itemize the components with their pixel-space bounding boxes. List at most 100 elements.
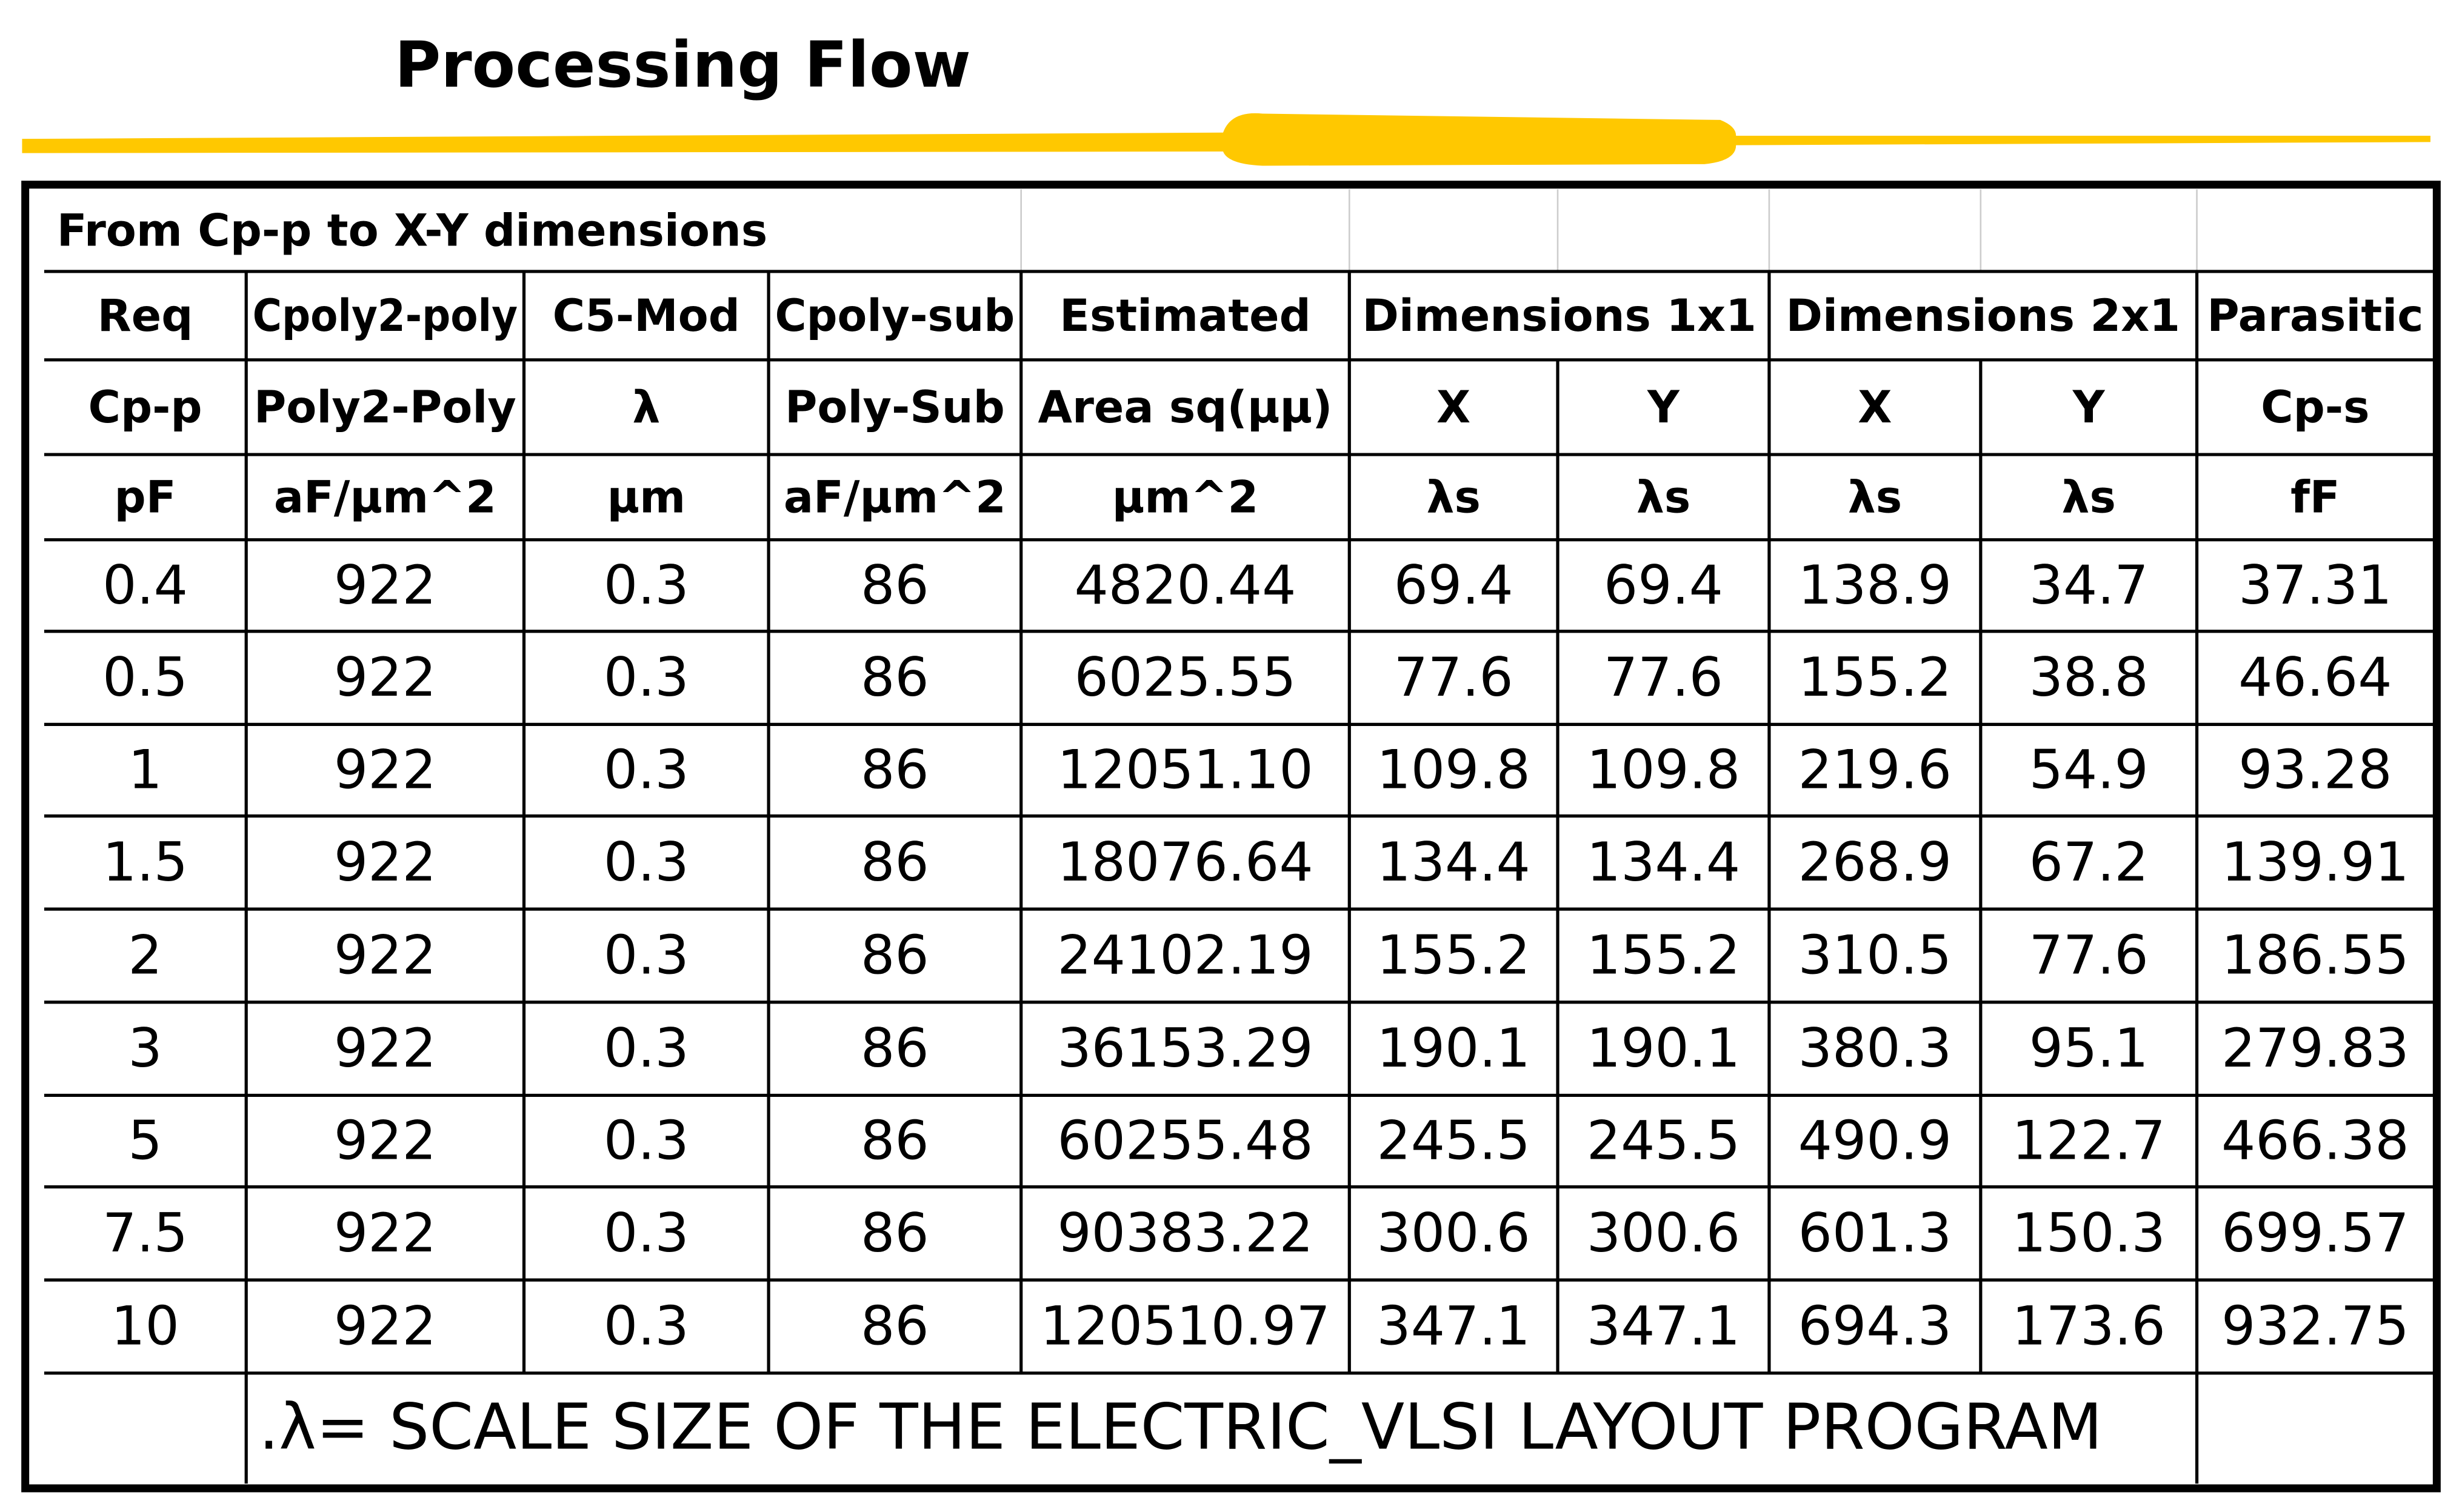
header-cell: aF/μm^2 [784, 472, 1006, 524]
header-cell: Cpoly2-poly [253, 290, 518, 342]
data-cell: 0.4 [102, 554, 188, 616]
data-cell: 86 [861, 924, 929, 987]
header-cell: Dimensions 2x1 [1786, 290, 2180, 342]
data-cell: 86 [861, 1017, 929, 1079]
data-cell: 0.3 [604, 831, 689, 893]
data-cell: 922 [334, 831, 436, 893]
page-title: Processing Flow [395, 28, 971, 102]
title-underline [22, 113, 2430, 166]
data-cell: 54.9 [2029, 739, 2149, 801]
header-cell: Dimensions 1x1 [1362, 290, 1756, 342]
data-cell: 4820.44 [1074, 554, 1296, 616]
data-cell: 173.6 [2012, 1295, 2166, 1357]
data-cell: 922 [334, 1017, 436, 1079]
data-cell: 38.8 [2029, 646, 2149, 708]
data-cell: 109.8 [1587, 739, 1740, 801]
data-cell: 139.91 [2221, 831, 2409, 893]
data-cell: 380.3 [1798, 1017, 1952, 1079]
data-cell: 347.1 [1587, 1295, 1740, 1357]
data-cell: 86 [861, 1295, 929, 1357]
data-cell: 922 [334, 1110, 436, 1172]
data-cell: 77.6 [2029, 924, 2149, 987]
table-frame [22, 181, 2440, 1492]
data-cell: 93.28 [2238, 739, 2392, 801]
data-cell: 150.3 [2012, 1202, 2166, 1264]
data-cell: 77.6 [1394, 646, 1513, 708]
data-cell: 134.4 [1376, 831, 1530, 893]
data-cell: 86 [861, 1202, 929, 1264]
table-border [21, 181, 2441, 1493]
header-cell: aF/μm^2 [274, 472, 496, 524]
header-cell: λ [632, 382, 660, 433]
data-cell: 7.5 [102, 1202, 188, 1264]
header-cell: Y [1647, 382, 1680, 433]
header-cell: Cp-p [88, 382, 202, 433]
data-cell: 300.6 [1587, 1202, 1740, 1264]
data-cell: 134.4 [1587, 831, 1740, 893]
header-cell: fF [2290, 472, 2340, 524]
data-cell: 46.64 [2238, 646, 2392, 708]
data-cell: 245.5 [1587, 1110, 1740, 1172]
data-cell: 347.1 [1376, 1295, 1530, 1357]
data-cell: 86 [861, 1110, 929, 1172]
header-cell: Cp-s [2261, 382, 2369, 433]
header-cell: λs [1848, 472, 1903, 524]
header-cell: μm [607, 472, 686, 524]
data-cell: 922 [334, 646, 436, 708]
header-cell: λs [1636, 472, 1691, 524]
header-cell: λs [2061, 472, 2116, 524]
data-cell: 922 [334, 1202, 436, 1264]
header-cell: Estimated [1059, 290, 1311, 342]
data-cell: 0.3 [604, 646, 689, 708]
data-cell: 279.83 [2221, 1017, 2409, 1079]
header-cell: pF [115, 472, 176, 524]
data-cell: 922 [334, 924, 436, 987]
data-cell: 109.8 [1376, 739, 1530, 801]
data-cell: 922 [334, 554, 436, 616]
data-cell: 5 [128, 1110, 162, 1172]
data-cell: 69.4 [1604, 554, 1723, 616]
data-cell: 37.31 [2238, 554, 2392, 616]
header-cell: Poly-Sub [785, 382, 1005, 433]
data-cell: 10 [111, 1295, 179, 1357]
data-cell: 120510.97 [1040, 1295, 1330, 1357]
data-cell: 0.3 [604, 1202, 689, 1264]
data-cell: 86 [861, 646, 929, 708]
data-cell: 694.3 [1798, 1295, 1952, 1357]
header-cell: μm^2 [1112, 472, 1258, 524]
data-cell: 77.6 [1604, 646, 1723, 708]
data-cell: 36153.29 [1057, 1017, 1313, 1079]
header-cell: X [1436, 382, 1470, 433]
table-caption: From Cp-p to X-Y dimensions [57, 205, 768, 256]
data-cell: 932.75 [2221, 1295, 2409, 1357]
data-cell: 138.9 [1798, 554, 1952, 616]
footnote: .λ= SCALE SIZE OF THE ELECTRIC_VLSI LAYO… [259, 1390, 2103, 1464]
data-cell: 0.3 [604, 1295, 689, 1357]
data-cell: 0.5 [102, 646, 188, 708]
header-cell: Cpoly-sub [775, 290, 1015, 342]
data-cell: 0.3 [604, 924, 689, 987]
data-cell: 95.1 [2029, 1017, 2149, 1079]
data-cell: 86 [861, 554, 929, 616]
data-cell: 2 [128, 924, 162, 987]
data-cell: 60255.48 [1057, 1110, 1313, 1172]
data-cell: 268.9 [1798, 831, 1952, 893]
data-cell: 86 [861, 831, 929, 893]
data-cell: 601.3 [1798, 1202, 1952, 1264]
data-cell: 18076.64 [1057, 831, 1313, 893]
data-cell: 466.38 [2221, 1110, 2409, 1172]
data-cell: 490.9 [1798, 1110, 1952, 1172]
data-cell: 0.3 [604, 739, 689, 801]
header-cell: Parasitic [2207, 290, 2423, 342]
data-cell: 6025.55 [1074, 646, 1296, 708]
data-cell: 190.1 [1376, 1017, 1530, 1079]
data-cell: 699.57 [2221, 1202, 2409, 1264]
header-cell: Poly2-Poly [254, 382, 516, 433]
data-cell: 190.1 [1587, 1017, 1740, 1079]
data-cell: 155.2 [1376, 924, 1530, 987]
header-cell: Req [98, 290, 193, 342]
data-cell: 122.7 [2012, 1110, 2166, 1172]
data-cell: 245.5 [1376, 1110, 1530, 1172]
